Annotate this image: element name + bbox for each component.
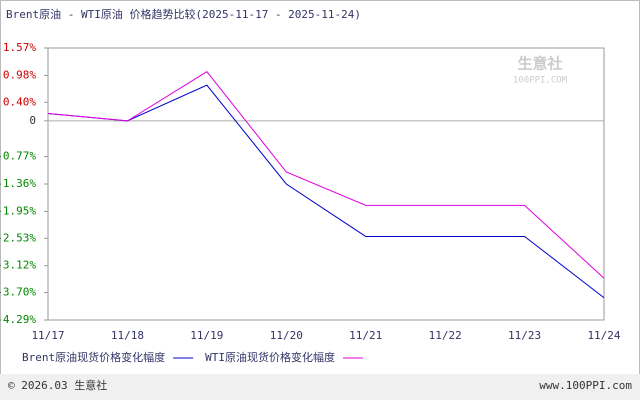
y-tick-label: 0.98% (3, 68, 36, 81)
y-tick-label: -3.12% (0, 259, 36, 272)
x-tick-label: 11/24 (587, 329, 620, 342)
x-tick-label: 11/18 (111, 329, 144, 342)
chart-title: Brent原油 - WTI原油 价格趋势比较(2025-11-17 - 2025… (6, 7, 361, 21)
x-tick-label: 11/23 (508, 329, 541, 342)
legend-label: Brent原油现货价格变化幅度 (22, 350, 165, 364)
legend-label: WTI原油现货价格变化幅度 (205, 350, 335, 364)
x-tick-label: 11/22 (429, 329, 462, 342)
watermark: 生意社 (517, 55, 562, 73)
footer-band (0, 374, 640, 400)
y-tick-label: -2.53% (0, 231, 36, 244)
footer-left: © 2026.03 生意社 (8, 378, 107, 392)
series-line (47, 84, 605, 299)
x-tick-label: 11/20 (270, 329, 303, 342)
footer-right: www.100PPI.com (539, 379, 632, 392)
watermark-sub: 100PPI.COM (513, 76, 568, 86)
x-tick-label: 11/21 (349, 329, 382, 342)
y-tick-label: -1.95% (0, 204, 36, 217)
y-tick-label: -3.70% (0, 286, 36, 299)
y-tick-label: 0.40% (3, 95, 36, 108)
x-tick-label: 11/17 (31, 329, 64, 342)
y-tick-label: 0 (29, 114, 36, 127)
y-tick-label: -0.77% (0, 150, 36, 163)
y-tick-label: -1.36% (0, 177, 36, 190)
series-line (47, 71, 605, 279)
x-tick-label: 11/19 (190, 329, 223, 342)
y-tick-label: -4.29% (0, 313, 36, 326)
y-tick-label: 1.57% (3, 41, 36, 54)
